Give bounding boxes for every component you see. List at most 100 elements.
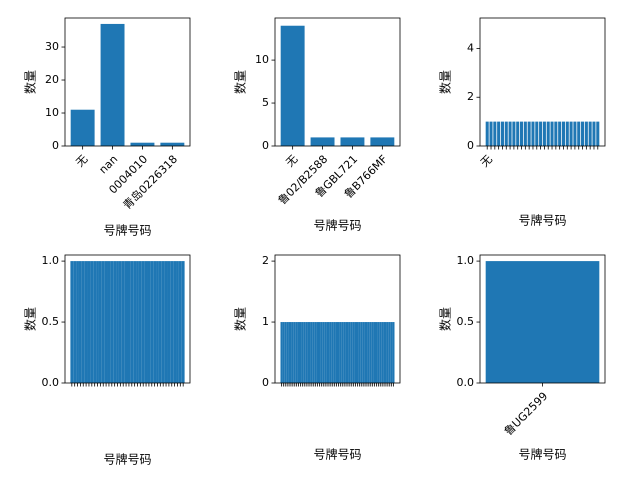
bar	[520, 121, 524, 146]
bar	[100, 23, 125, 147]
bar	[592, 121, 596, 146]
bar	[284, 322, 287, 383]
bar	[178, 261, 182, 383]
bar	[136, 261, 139, 383]
x-tick-label: 鲁UG2599	[501, 389, 550, 438]
bar	[110, 261, 114, 383]
x-axis-label: 号牌号码	[103, 224, 151, 238]
bar	[504, 121, 508, 146]
bar	[343, 322, 346, 383]
bar	[320, 322, 323, 383]
bar	[333, 322, 336, 383]
bar	[381, 322, 384, 383]
y-tick-label: 0	[262, 376, 269, 389]
x-tick-label: nan	[97, 153, 121, 177]
y-axis-label: 数量	[438, 307, 453, 331]
x-axis-label: 号牌号码	[103, 453, 151, 467]
bar	[314, 322, 317, 383]
bar	[550, 121, 554, 146]
bar	[101, 261, 105, 383]
bar	[308, 322, 311, 383]
bar	[310, 137, 335, 146]
bar	[324, 322, 327, 383]
bar	[70, 261, 74, 383]
bar	[385, 322, 387, 383]
bar	[554, 121, 558, 146]
bar	[500, 121, 504, 146]
bar	[369, 322, 372, 383]
bar	[573, 121, 577, 146]
bar	[493, 121, 497, 146]
bar	[539, 121, 543, 146]
bar	[160, 142, 185, 146]
x-axis-label: 号牌号码	[313, 219, 361, 233]
bar	[295, 322, 298, 383]
y-tick-label: 0	[467, 139, 474, 152]
bar	[288, 322, 290, 383]
bar	[366, 322, 368, 383]
bar	[104, 261, 108, 383]
bar	[362, 322, 365, 383]
bar	[98, 261, 102, 383]
bar	[164, 261, 168, 383]
bar	[303, 322, 306, 383]
bar	[73, 261, 77, 383]
bar	[147, 261, 151, 383]
bar	[118, 261, 122, 383]
bar	[167, 261, 171, 383]
bar	[527, 121, 531, 146]
bar	[156, 261, 159, 383]
bar	[301, 322, 304, 383]
bar	[280, 25, 305, 146]
bar	[373, 322, 376, 383]
bar	[124, 261, 128, 383]
y-tick-label: 1.0	[457, 254, 475, 267]
y-tick-label: 0.0	[457, 376, 475, 389]
bar	[348, 322, 351, 383]
bar	[107, 261, 111, 383]
bar	[138, 261, 142, 383]
bar	[339, 322, 342, 383]
y-axis-label: 数量	[233, 307, 248, 331]
bar	[331, 322, 334, 383]
axes-frame	[274, 254, 401, 384]
bar	[340, 137, 365, 146]
bar	[352, 322, 355, 383]
bar	[390, 322, 393, 383]
x-axis-label: 号牌号码	[313, 448, 361, 462]
bar	[316, 322, 319, 383]
bar	[379, 322, 382, 383]
bar	[153, 261, 157, 383]
bar	[322, 322, 325, 383]
bar	[133, 261, 137, 383]
bar	[581, 121, 585, 146]
bar	[558, 121, 562, 146]
bar	[345, 322, 348, 383]
bar	[577, 121, 581, 146]
y-axis-label: 数量	[438, 70, 453, 94]
bar	[569, 121, 573, 146]
bar	[561, 121, 565, 146]
bar	[158, 261, 162, 383]
y-tick-label: 10	[255, 53, 269, 66]
bar	[130, 261, 134, 383]
y-tick-label: 1	[262, 315, 269, 328]
bar	[354, 322, 357, 383]
x-axis-label: 号牌号码	[518, 214, 566, 228]
bar	[337, 322, 340, 383]
bar	[588, 121, 592, 146]
bar	[356, 322, 359, 383]
y-tick-label: 5	[262, 96, 269, 109]
bar	[367, 322, 370, 383]
bar	[170, 261, 174, 383]
bar	[305, 322, 308, 383]
bar	[347, 322, 349, 383]
y-tick-label: 0.5	[42, 315, 60, 328]
bar	[485, 121, 489, 146]
bar	[584, 121, 588, 146]
bar	[565, 121, 569, 146]
y-axis-label: 数量	[233, 70, 248, 94]
bar	[310, 322, 313, 383]
y-tick-label: 4	[467, 41, 474, 54]
bar	[93, 261, 97, 383]
